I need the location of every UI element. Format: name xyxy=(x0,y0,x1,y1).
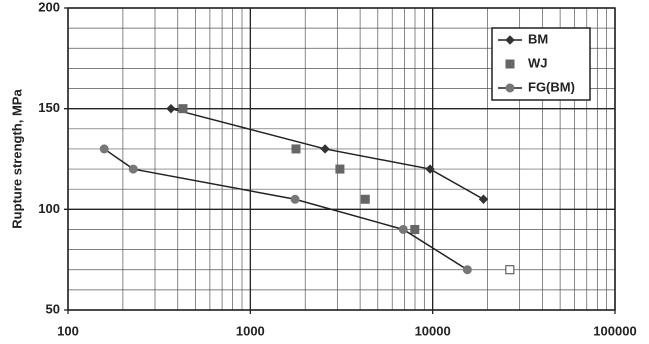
x-tick-label: 1000 xyxy=(236,323,265,338)
marker xyxy=(166,103,176,114)
marker xyxy=(410,224,420,234)
marker xyxy=(128,164,138,174)
y-tick-label: 100 xyxy=(38,201,60,216)
y-axis-label: Rupture strength, MPa xyxy=(9,89,24,229)
marker xyxy=(425,164,435,174)
plot-frame xyxy=(67,7,616,311)
marker xyxy=(320,144,330,154)
marker xyxy=(335,164,345,174)
marker xyxy=(478,194,489,204)
series-line xyxy=(170,107,484,200)
marker xyxy=(398,224,408,234)
marker xyxy=(178,104,188,114)
y-tick-label: 50 xyxy=(46,301,60,316)
x-tick-label: 100000 xyxy=(593,323,636,338)
marker xyxy=(505,59,515,69)
marker xyxy=(99,144,109,154)
marker xyxy=(505,35,515,45)
marker xyxy=(505,265,515,275)
marker xyxy=(290,194,300,204)
y-tick-label: 200 xyxy=(38,0,60,14)
legend-label: WJ xyxy=(528,55,548,70)
marker xyxy=(462,265,472,275)
legend-label: BM xyxy=(528,31,548,46)
marker xyxy=(360,194,370,204)
marker xyxy=(505,83,515,93)
x-tick-label: 10000 xyxy=(415,323,451,338)
x-tick-label: 100 xyxy=(57,323,79,338)
legend-label: FG(BM) xyxy=(528,79,575,94)
marker xyxy=(291,144,301,154)
y-tick-label: 150 xyxy=(38,100,60,115)
